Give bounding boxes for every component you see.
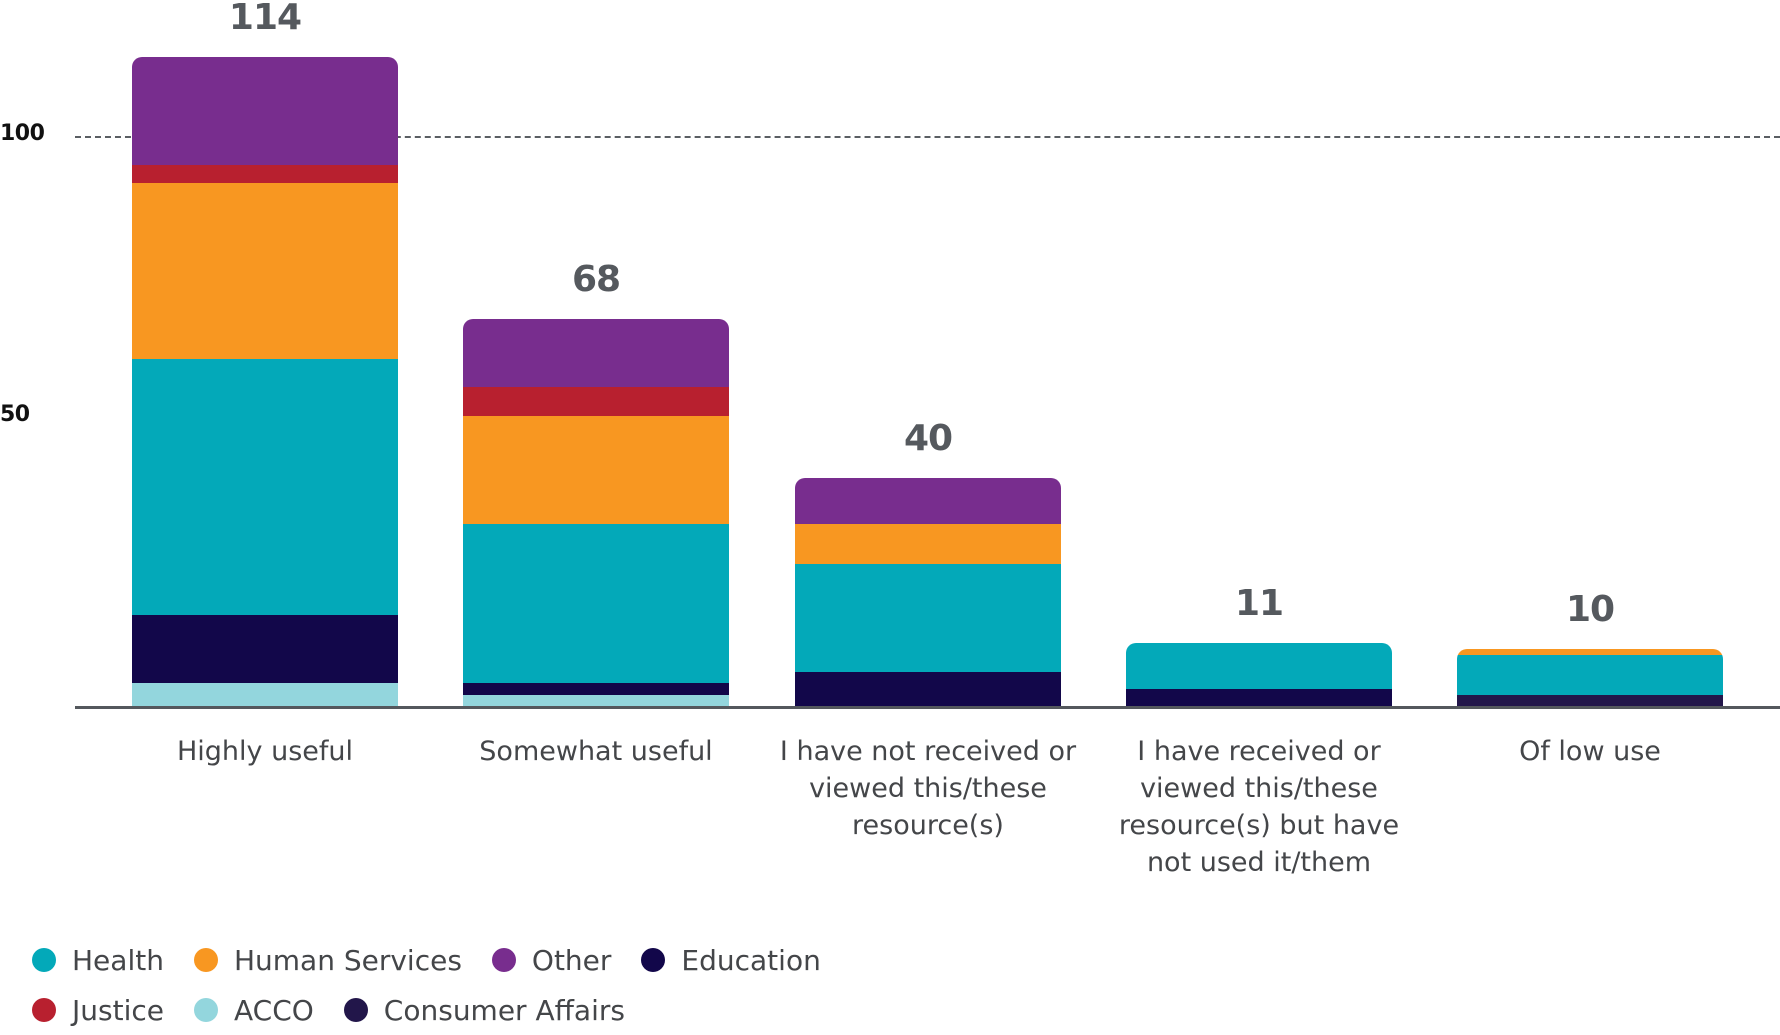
legend-item-other: Other bbox=[491, 943, 612, 977]
bar-segment-human-services bbox=[1457, 649, 1723, 655]
category-label: I have not received or viewed this/these r… bbox=[779, 736, 1077, 841]
legend-dot-icon bbox=[193, 948, 218, 972]
bar-segment-health bbox=[132, 358, 398, 615]
legend-item-justice: Justice bbox=[32, 994, 164, 1027]
bar-3 bbox=[795, 478, 1061, 706]
legend-dot-icon bbox=[343, 998, 368, 1022]
legend-label: Justice bbox=[72, 993, 164, 1027]
bar-segment-human-services bbox=[463, 415, 729, 524]
bar-5 bbox=[1457, 649, 1723, 706]
legend-label: ACCO bbox=[233, 993, 314, 1027]
bar-segment-education bbox=[132, 614, 398, 684]
category-label: Somewhat useful bbox=[479, 736, 713, 767]
bar-segment-acco bbox=[463, 694, 729, 706]
bar-total-label: 114 bbox=[228, 0, 302, 39]
bar-total-label: 40 bbox=[903, 418, 953, 460]
bar-segment-other bbox=[463, 319, 729, 388]
bar-segment-education bbox=[1126, 688, 1392, 706]
legend-label: Health bbox=[72, 943, 164, 977]
bar-segment-health bbox=[795, 563, 1061, 672]
legend: Health Human Services Other Education Ju… bbox=[32, 935, 1032, 1035]
bar-segment-other bbox=[132, 57, 398, 166]
category-label: I have received or viewed this/these resou… bbox=[1118, 736, 1400, 878]
bar-2 bbox=[463, 319, 729, 706]
bar-segment-justice bbox=[132, 165, 398, 183]
category-label: Highly useful bbox=[176, 736, 354, 767]
y-tick-label-50: 50 bbox=[0, 401, 30, 427]
bar-segment-education bbox=[463, 683, 729, 695]
legend-dot-icon bbox=[32, 998, 56, 1022]
legend-item-health: Health bbox=[32, 944, 164, 977]
legend-row-1: Health Human Services Other Education bbox=[32, 935, 1032, 985]
bar-total-label: 11 bbox=[1234, 583, 1284, 625]
stacked-bar-chart: 100 50 114 68 40 11 10 Highly useful Somewhat… bbox=[0, 0, 1780, 878]
legend-dot-icon bbox=[32, 948, 56, 972]
gridline-100 bbox=[75, 136, 1780, 138]
bar-segment-other bbox=[795, 478, 1061, 524]
legend-label: Education bbox=[681, 943, 821, 977]
bar-total-label: 68 bbox=[571, 259, 621, 301]
legend-item-human-services: Human Services bbox=[193, 943, 462, 977]
legend-label: Consumer Affairs bbox=[383, 993, 625, 1027]
bar-segment-acco bbox=[132, 683, 398, 706]
legend-label: Human Services bbox=[233, 943, 462, 977]
bar-segment-justice bbox=[463, 387, 729, 416]
bar-1 bbox=[132, 57, 398, 706]
bar-segment-health bbox=[463, 523, 729, 684]
bar-segment-health bbox=[1457, 654, 1723, 695]
legend-dot-icon bbox=[641, 948, 666, 972]
bar-segment-consumer-affairs bbox=[1457, 694, 1723, 706]
legend-dot-icon bbox=[491, 948, 516, 972]
legend-label: Other bbox=[531, 943, 612, 977]
legend-item-education: Education bbox=[641, 943, 821, 977]
bar-4 bbox=[1126, 643, 1392, 706]
legend-row-2: Justice ACCO Consumer Affairs bbox=[32, 985, 1032, 1035]
legend-item-acco: ACCO bbox=[193, 993, 314, 1027]
bar-total-label: 10 bbox=[1565, 589, 1615, 631]
legend-item-consumer-affairs: Consumer Affairs bbox=[343, 993, 625, 1027]
bar-segment-health bbox=[1126, 643, 1392, 689]
y-tick-label-100: 100 bbox=[0, 121, 45, 146]
legend-dot-icon bbox=[193, 998, 218, 1022]
bar-segment-human-services bbox=[132, 182, 398, 359]
category-label: Of low use bbox=[1519, 736, 1661, 767]
x-axis-line bbox=[75, 706, 1780, 709]
bar-segment-human-services bbox=[795, 523, 1061, 564]
bar-segment-education bbox=[795, 671, 1061, 706]
